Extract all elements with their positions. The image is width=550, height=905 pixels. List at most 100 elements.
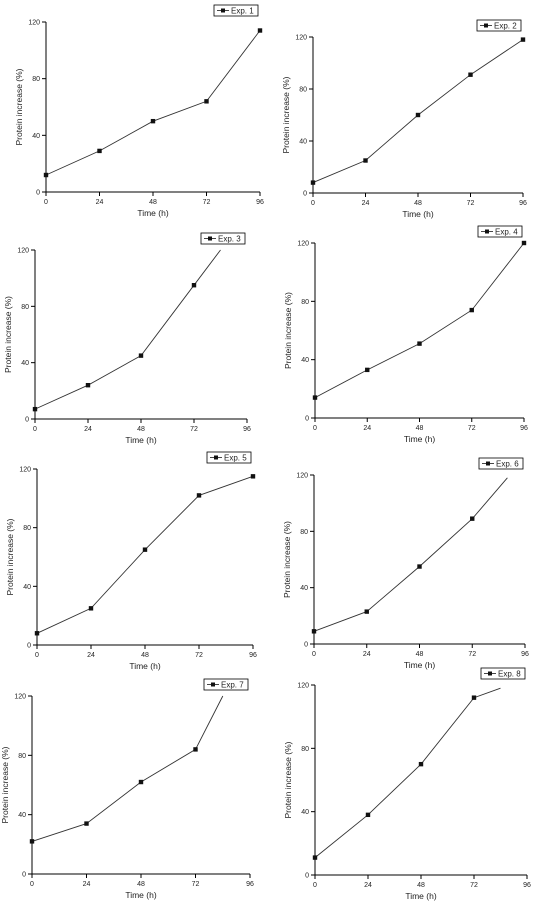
x-tick-label: 48 (141, 652, 149, 659)
data-point (418, 761, 424, 767)
y-tick-label: 40 (23, 584, 31, 591)
y-tick-label: 120 (297, 683, 309, 690)
y-tick-label: 40 (18, 812, 26, 819)
data-point (142, 547, 148, 552)
y-tick-label: 0 (305, 873, 309, 880)
x-tick-label: 24 (363, 425, 371, 432)
x-tick-label: 72 (195, 652, 203, 659)
series-line (45, 30, 261, 176)
legend-box (203, 678, 249, 691)
y-tick-label: 0 (36, 190, 40, 197)
x-axis-label: Time (h) (125, 890, 156, 900)
chart-5: 0 24 48 72 96 0 40 80 120 Time (h) Protein increas… (5, 451, 257, 671)
data-point (415, 112, 421, 118)
series-line (313, 477, 508, 632)
y-axis-label: Protein increase (%) (3, 296, 13, 373)
x-tick-label: 48 (137, 881, 145, 888)
data-point (250, 474, 256, 479)
x-tick-label: 96 (523, 882, 531, 889)
chart-3: 0 24 48 72 96 0 40 80 120 Time (h) Protein increas… (3, 232, 251, 445)
data-point (312, 395, 318, 400)
y-tick-label: 40 (301, 357, 309, 364)
x-tick-label: 0 (35, 652, 39, 659)
y-tick-label: 120 (19, 467, 31, 474)
y-tick-label: 0 (303, 191, 307, 198)
x-tick-label: 48 (137, 426, 145, 433)
legend-box (477, 225, 523, 238)
x-tick-label: 96 (521, 651, 529, 658)
legend-marker (485, 229, 489, 234)
chart-4: 0 24 48 72 96 0 40 80 120 Time (h) Protein increas… (283, 225, 528, 444)
legend-marker (488, 671, 492, 676)
x-tick-label: 72 (190, 426, 198, 433)
y-tick-label: 80 (301, 746, 309, 753)
y-axis-label: Protein increase (%) (14, 68, 24, 145)
series-line (36, 475, 254, 634)
data-point (196, 493, 202, 498)
y-tick-label: 120 (28, 20, 40, 27)
legend-label: Exp. 1 (231, 7, 254, 16)
x-tick-label: 48 (414, 200, 422, 207)
y-tick-label: 40 (32, 133, 40, 140)
x-tick-label: 48 (416, 651, 424, 658)
y-tick-label: 0 (22, 872, 26, 879)
series-line (31, 695, 224, 842)
x-tick-label: 96 (256, 199, 264, 206)
y-tick-label: 80 (32, 76, 40, 83)
y-tick-label: 120 (296, 473, 308, 480)
x-axis-label: Time (h) (404, 660, 435, 670)
x-tick-label: 48 (417, 882, 425, 889)
x-tick-label: 72 (468, 651, 476, 658)
data-point (417, 564, 422, 569)
data-point (365, 367, 370, 373)
x-tick-label: 0 (30, 881, 34, 888)
series-line (34, 249, 221, 410)
series-line (314, 242, 525, 398)
x-tick-label: 72 (192, 881, 200, 888)
y-axis-label: Protein increase (%) (281, 76, 291, 153)
y-tick-label: 0 (25, 417, 29, 424)
y-tick-label: 80 (21, 304, 29, 311)
data-point (43, 172, 49, 178)
legend-marker (486, 461, 490, 466)
x-tick-label: 96 (520, 425, 528, 432)
y-axis-label: Protein increase (%) (282, 521, 292, 598)
data-point (364, 609, 369, 614)
y-tick-label: 40 (299, 139, 307, 146)
y-tick-label: 80 (300, 529, 308, 536)
chart-6: 0 24 48 72 96 0 40 80 120 Time (h) Protein increas… (282, 457, 529, 670)
data-point (32, 406, 38, 412)
legend-marker (214, 455, 218, 460)
data-point (88, 606, 94, 611)
data-point (365, 812, 371, 818)
y-tick-label: 0 (27, 643, 31, 650)
legend-marker (221, 8, 225, 13)
data-point (468, 72, 473, 77)
y-tick-label: 40 (301, 809, 309, 816)
y-tick-label: 120 (17, 248, 29, 255)
data-point (150, 118, 156, 124)
chart-2: 0 24 48 72 96 0 40 80 120 Time (h) Protein increas… (281, 19, 527, 219)
data-point (97, 148, 102, 154)
legend-box (206, 451, 252, 464)
data-point (204, 99, 209, 104)
y-axis-label: Protein increase (%) (5, 518, 15, 595)
x-tick-label: 24 (87, 652, 95, 659)
y-tick-label: 80 (23, 525, 31, 532)
data-point (520, 37, 526, 42)
y-tick-label: 40 (300, 585, 308, 592)
x-tick-label: 72 (467, 200, 475, 207)
x-axis-label: Time (h) (405, 891, 436, 901)
legend-label: Exp. 5 (224, 454, 247, 463)
x-axis-label: Time (h) (137, 208, 168, 218)
x-tick-label: 0 (33, 426, 37, 433)
data-point (471, 695, 477, 700)
x-tick-label: 24 (96, 199, 104, 206)
data-point (521, 240, 527, 246)
data-point (138, 779, 144, 785)
x-tick-label: 48 (149, 199, 157, 206)
x-axis-label: Time (h) (402, 209, 433, 219)
x-tick-label: 24 (362, 200, 370, 207)
data-point (363, 158, 368, 163)
